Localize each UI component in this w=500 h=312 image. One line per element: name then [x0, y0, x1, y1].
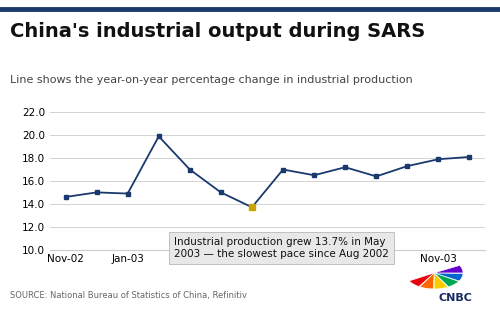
Wedge shape: [420, 273, 434, 289]
Text: SOURCE: National Bureau of Statistics of China, Refinitiv: SOURCE: National Bureau of Statistics of…: [10, 290, 247, 300]
Wedge shape: [434, 273, 463, 281]
Wedge shape: [434, 273, 458, 287]
Text: Line shows the year-on-year percentage change in industrial production: Line shows the year-on-year percentage c…: [10, 75, 413, 85]
Wedge shape: [434, 273, 448, 289]
Wedge shape: [434, 266, 463, 273]
Wedge shape: [410, 273, 434, 286]
Text: CNBC: CNBC: [439, 293, 472, 303]
Text: Industrial production grew 13.7% in May
2003 — the slowest pace since Aug 2002: Industrial production grew 13.7% in May …: [174, 237, 389, 259]
Text: China's industrial output during SARS: China's industrial output during SARS: [10, 22, 425, 41]
